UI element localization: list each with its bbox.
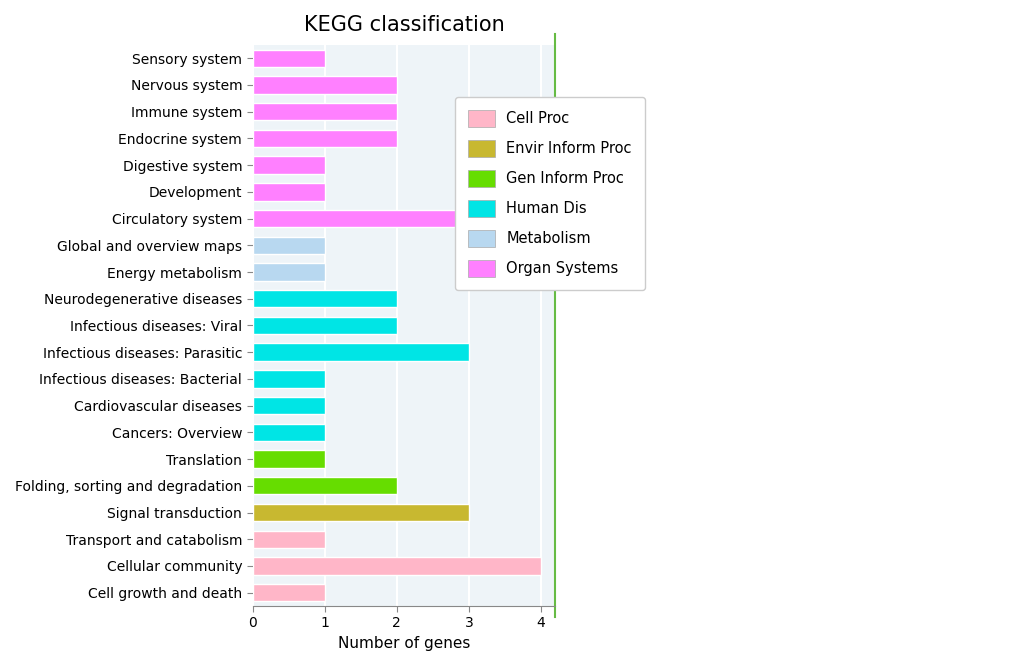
Bar: [253, 450, 324, 468]
Bar: [253, 370, 324, 388]
Bar: [253, 77, 396, 94]
Bar: [253, 157, 324, 174]
Bar: [253, 210, 469, 227]
Bar: [253, 477, 396, 494]
Bar: [253, 183, 324, 200]
Bar: [253, 344, 469, 361]
Bar: [253, 317, 396, 334]
Bar: [253, 49, 324, 67]
Bar: [253, 263, 324, 280]
Legend: Cell Proc, Envir Inform Proc, Gen Inform Proc, Human Dis, Metabolism, Organ Syst: Cell Proc, Envir Inform Proc, Gen Inform…: [454, 97, 644, 290]
Bar: [253, 236, 324, 254]
X-axis label: Number of genes: Number of genes: [337, 636, 470, 651]
Bar: [253, 584, 324, 601]
Bar: [253, 557, 540, 575]
Bar: [253, 130, 396, 147]
Bar: [253, 424, 324, 441]
Bar: [253, 103, 396, 121]
Bar: [253, 531, 324, 548]
Bar: [253, 290, 396, 308]
Title: KEGG classification: KEGG classification: [304, 15, 503, 35]
Bar: [253, 397, 324, 414]
Bar: [253, 503, 469, 521]
